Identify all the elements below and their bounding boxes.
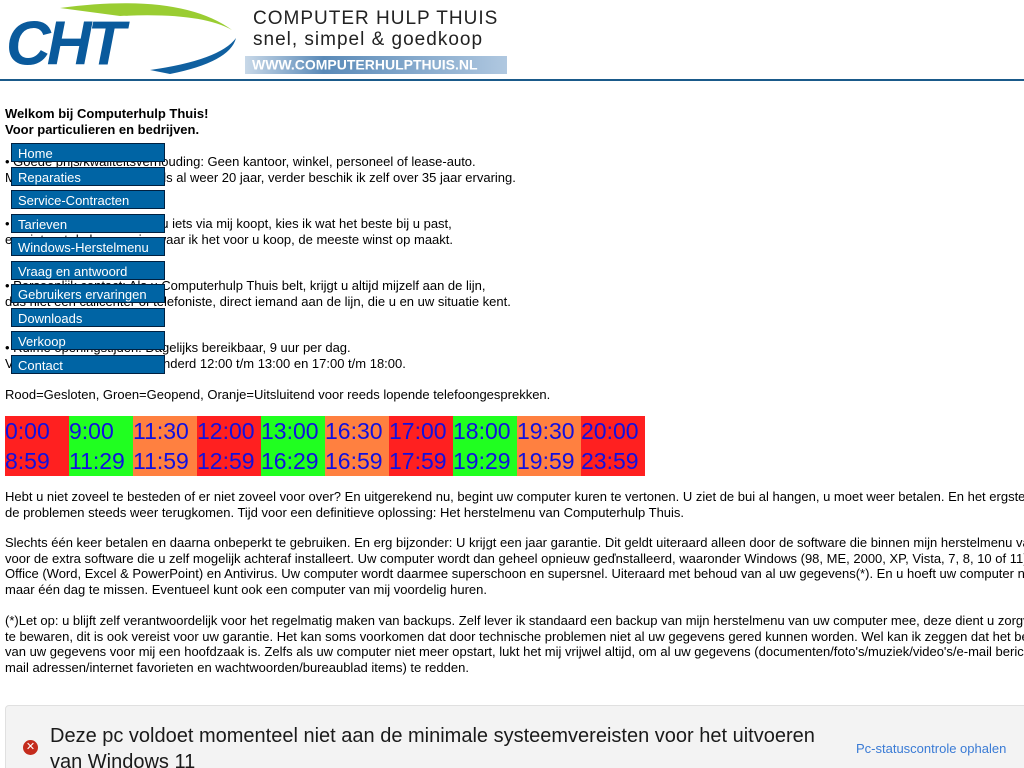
logo-swoosh	[60, 3, 232, 31]
intro-line: Welkom bij Computerhulp Thuis!	[5, 106, 209, 121]
paragraph-line: voor de extra software die u zelf mogeli…	[5, 550, 1024, 566]
schedule-cell: 20:00	[581, 416, 645, 446]
menu-item[interactable]: Downloads	[11, 307, 165, 327]
menu-item[interactable]: Home	[11, 143, 165, 162]
schedule-cell: 16:29	[261, 446, 325, 476]
paragraph-line: maar één dag te missen. Eventueel kunt o…	[5, 581, 487, 597]
menu-item[interactable]: Vraag en antwoord	[11, 260, 165, 280]
paragraph-line: (*)Let op: u blijft zelf verantwoordelij…	[5, 613, 1024, 628]
schedule-cell: 8:59	[5, 446, 69, 476]
url: WWW.COMPUTERHULPTHUIS.NL	[252, 57, 478, 73]
schedule-cell: 17:00	[389, 416, 453, 446]
banner-message: Deze pc voldoet momenteel niet aan de mi…	[50, 725, 815, 747]
intro-line: Voor particulieren en bedrijven.	[5, 122, 200, 137]
paragraph-line: te bewaren, dit is ook vereist voor uw g…	[5, 628, 1024, 644]
menu-item[interactable]: Contact	[11, 354, 165, 374]
banner-link[interactable]: Pc-statuscontrole ophalen	[856, 741, 1007, 756]
paragraph-line: Office (Word, Excel & PowerPoint) en Ant…	[5, 566, 1024, 581]
logo-text: CHT	[6, 9, 131, 78]
schedule-cell: 19:29	[453, 446, 517, 476]
tagline: snel, simpel & goedkoop	[253, 29, 483, 50]
logo-swoosh	[150, 38, 236, 74]
schedule-cell: 11:29	[69, 446, 133, 476]
schedule-cell: 23:59	[581, 446, 645, 476]
schedule-cell: 16:59	[325, 446, 389, 476]
schedule-cell: 18:00	[453, 416, 517, 446]
schedule-cell: 0:00	[5, 416, 69, 446]
schedule-cell: 11:30	[133, 416, 197, 446]
menu-item[interactable]: Tarieven	[11, 213, 165, 233]
schedule-cell: 19:30	[517, 416, 581, 446]
schedule-cell: 17:59	[389, 446, 453, 476]
schedule-cell: 13:00	[261, 416, 325, 446]
banner	[5, 705, 1024, 768]
paragraph-line: Slechts één keer betalen en daarna onbep…	[5, 535, 1024, 550]
schedule-cell: 11:59	[133, 446, 197, 476]
url-bar	[245, 56, 507, 74]
banner-message: van Windows 11	[50, 751, 196, 768]
schedule-cell: 12:59	[197, 446, 261, 476]
menu-item[interactable]: Service-Contracten	[11, 190, 165, 209]
menu-item[interactable]: Verkoop	[11, 331, 165, 350]
header: CHT COMPUTER HULP THUIS snel, simpel & g…	[0, 3, 1024, 81]
paragraph-line: de problemen steeds weer terugkomen. Tij…	[5, 504, 685, 520]
paragraph-line: mail adressen/internet favorieten en wac…	[5, 659, 469, 675]
menu-item[interactable]: Windows-Herstelmenu	[11, 237, 165, 256]
error-icon: ✕	[23, 740, 38, 755]
schedule-cell: 9:00	[69, 416, 133, 446]
schedule-cell: 19:59	[517, 446, 581, 476]
paragraph-line: Hebt u niet zoveel te besteden of er nie…	[5, 489, 1024, 504]
schedule-cell: 12:00	[197, 416, 261, 446]
menu-item[interactable]: Gebruikers ervaringen	[11, 284, 165, 303]
schedule-cell: 16:30	[325, 416, 389, 446]
brand: COMPUTER HULP THUIS	[253, 8, 498, 29]
paragraph-line: van uw gegevens voor mij een hoofdzaak i…	[5, 644, 1024, 659]
legend: Rood=Gesloten, Groen=Geopend, Oranje=Uit…	[5, 387, 551, 402]
menu-item[interactable]: Reparaties	[11, 166, 165, 186]
